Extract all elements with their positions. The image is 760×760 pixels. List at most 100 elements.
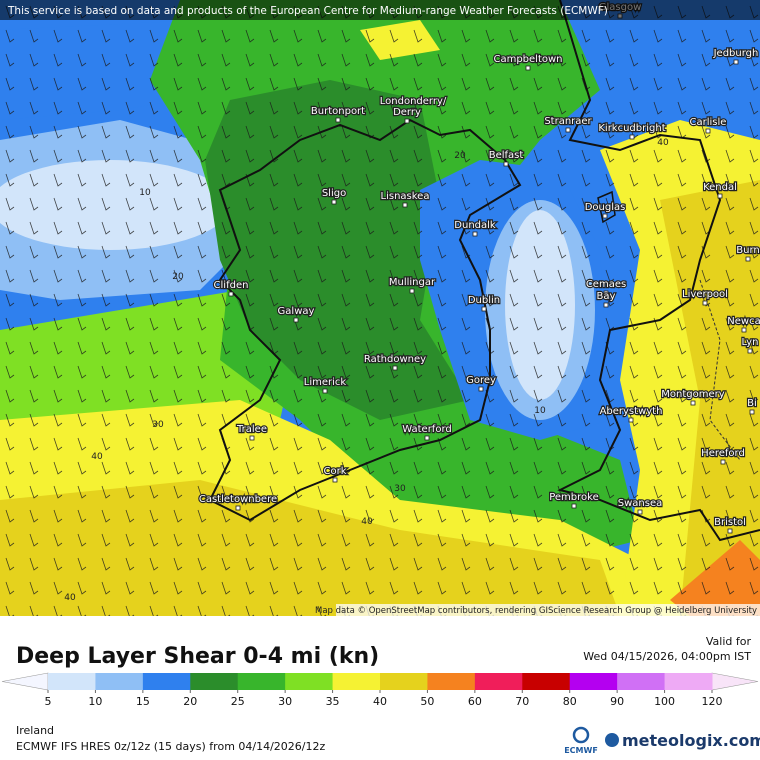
- place-label: Dundalk: [454, 220, 496, 231]
- place-dot: [424, 435, 430, 441]
- place-label: Cemaes: [586, 279, 626, 290]
- contour-label: 40: [91, 452, 103, 462]
- colorbar-swatch: [48, 673, 96, 690]
- contour-label: 20: [172, 272, 184, 282]
- place-label: Campbeltown: [493, 54, 562, 65]
- place-label: Kendal: [703, 182, 737, 193]
- contour-label: 30: [394, 484, 406, 494]
- colorbar-tick-label: 90: [610, 695, 624, 708]
- place-label: Bristol: [714, 517, 746, 528]
- place-dot: [335, 117, 341, 123]
- colorbar-high-arrow: [711, 672, 759, 691]
- contour-label: 30: [152, 420, 164, 430]
- colorbar-tick-label: 40: [373, 695, 387, 708]
- attribution: Map data © OpenStreetMap contributors, r…: [315, 606, 757, 616]
- contour-label: 40: [657, 138, 669, 148]
- colorbar-swatch: [332, 673, 381, 690]
- colorbar-swatch: [285, 673, 334, 690]
- place-label: Castletownbere: [199, 494, 277, 505]
- place-dot: [603, 302, 609, 308]
- place-label: Douglas: [585, 202, 626, 213]
- place-dot: [402, 202, 408, 208]
- place-dot: [472, 231, 478, 237]
- place-label: Hereford: [701, 448, 745, 459]
- colorbar-tick-label: 100: [654, 695, 675, 708]
- contour-label: 10: [139, 188, 151, 198]
- colorbar-tick-label: 50: [420, 695, 434, 708]
- place-label: Belfast: [489, 150, 524, 161]
- colorbar-tick-label: 80: [563, 695, 577, 708]
- contour-label: 20: [454, 151, 466, 161]
- contour-label: 40: [64, 593, 76, 603]
- place-dot: [571, 503, 577, 509]
- place-label: Aberystwyth: [600, 406, 663, 417]
- place-label: Liverpool: [682, 289, 728, 300]
- ecmwf-logo: [572, 726, 590, 744]
- colorbar-swatch: [190, 673, 239, 690]
- place-label: Rathdowney: [364, 354, 426, 365]
- place-dot: [565, 127, 571, 133]
- place-label: Gorey: [466, 375, 496, 386]
- place-dot: [602, 213, 608, 219]
- colorbar-tick-label: 20: [183, 695, 197, 708]
- colorbar-tick-label: 120: [702, 695, 723, 708]
- colorbar-tick-label: 15: [136, 695, 150, 708]
- place-label: Burn: [736, 245, 759, 256]
- legend-panel: Deep Layer Shear 0-4 mi (kn) Valid for W…: [1, 635, 760, 755]
- colorbar-swatch: [380, 673, 428, 690]
- place-label: Limerick: [304, 377, 347, 388]
- place-dot: [481, 306, 487, 312]
- place-label: Galway: [278, 306, 315, 317]
- place-dot: [503, 161, 509, 167]
- colorbar-tick-label: 5: [45, 695, 52, 708]
- place-dot: [409, 288, 415, 294]
- place-dot: [478, 386, 484, 392]
- place-dot: [749, 409, 755, 415]
- place-dot: [628, 417, 634, 423]
- place-label: Mullingar: [389, 277, 436, 288]
- ecmwf-text: ECMWF: [564, 746, 598, 755]
- place-label: Lyn: [742, 337, 759, 348]
- place-dot: [637, 509, 643, 515]
- colorbar-tick-label: 10: [88, 695, 102, 708]
- place-dot: [410, 107, 416, 113]
- colorbar-swatch: [427, 673, 476, 690]
- valid-time: Wed 04/15/2026, 04:00pm IST: [583, 650, 751, 663]
- place-dot: [228, 291, 234, 297]
- place-label: Lisnaskea: [381, 191, 430, 202]
- place-dot: [293, 317, 299, 323]
- place-label: Clifden: [214, 280, 249, 291]
- valid-label: Valid for: [706, 635, 752, 648]
- place-dot: [741, 327, 747, 333]
- colorbar-tick-label: 60: [468, 695, 482, 708]
- brand-logo: [605, 733, 619, 747]
- place-dot: [717, 193, 723, 199]
- place-label: Newca: [727, 316, 760, 327]
- place-label: Stranraer: [544, 116, 592, 127]
- colorbar-swatch: [664, 673, 713, 690]
- place-dot: [733, 59, 739, 65]
- place-dot: [747, 348, 753, 354]
- colorbar-swatch: [237, 673, 286, 690]
- colorbar-swatch: [474, 673, 523, 690]
- place-label: Dublin: [468, 295, 500, 306]
- map: GlasgowCampbeltownJedburghBurtonportLond…: [0, 0, 760, 616]
- colorbar-tick-label: 70: [515, 695, 529, 708]
- colorbar-tick-label: 35: [326, 695, 340, 708]
- place-dot: [404, 118, 410, 124]
- legend-title: Deep Layer Shear 0-4 mi (kn): [16, 644, 379, 669]
- banner-bg: [0, 0, 760, 20]
- place-label: Carlisle: [690, 117, 727, 128]
- place-label: Pembroke: [549, 492, 599, 503]
- place-dot: [525, 65, 531, 71]
- contour-label: 10: [534, 406, 546, 416]
- region: Ireland: [16, 724, 54, 737]
- place-label: Burtonport: [311, 106, 365, 117]
- place-label: Montgomery: [661, 389, 724, 400]
- place-dot: [235, 505, 241, 511]
- place-dot: [720, 459, 726, 465]
- place-dot: [702, 300, 708, 306]
- place-dot: [629, 134, 635, 140]
